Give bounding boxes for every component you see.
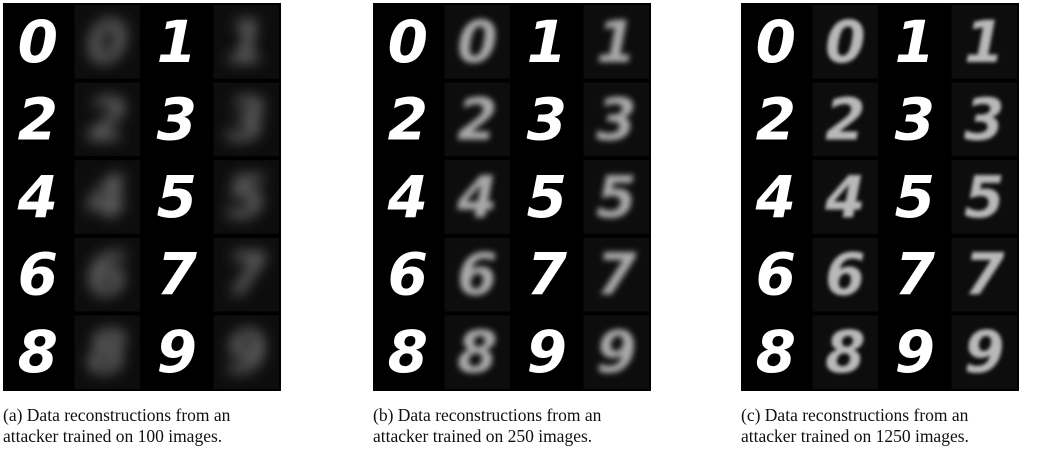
reconstructed-digit: 8 bbox=[457, 318, 497, 386]
original-digit: 9 bbox=[527, 318, 567, 386]
original-digit: 3 bbox=[527, 85, 567, 153]
original-digit: 2 bbox=[756, 85, 796, 153]
original-digit: 0 bbox=[388, 8, 428, 76]
original-digit: 7 bbox=[157, 241, 198, 309]
reconstructed-digit: 7 bbox=[596, 241, 637, 309]
reconstructed-digit: 8 bbox=[87, 318, 127, 386]
original-digit: 9 bbox=[895, 318, 935, 386]
original-digit: 4 bbox=[755, 163, 796, 231]
original-digit: 4 bbox=[387, 163, 428, 231]
page: 00112233445566778899(a) Data reconstruct… bbox=[0, 0, 1053, 463]
original-digit: 7 bbox=[895, 241, 936, 309]
original-digit: 8 bbox=[756, 318, 796, 386]
original-digit: 8 bbox=[388, 318, 428, 386]
reconstructed-digit: 5 bbox=[596, 163, 636, 231]
original-digit: 1 bbox=[157, 8, 197, 76]
original-digit: 5 bbox=[157, 163, 197, 231]
reconstructed-digit: 1 bbox=[226, 8, 266, 76]
reconstructed-digit: 9 bbox=[964, 318, 1004, 386]
reconstructed-digit: 5 bbox=[226, 163, 266, 231]
caption-line: attacker trained on 1250 images. bbox=[741, 426, 1019, 447]
caption-line: (a) Data reconstructions from an bbox=[3, 405, 281, 426]
reconstructed-digit: 6 bbox=[87, 241, 127, 309]
reconstructed-digit: 2 bbox=[457, 85, 497, 153]
original-digit: 2 bbox=[388, 85, 428, 153]
original-digit: 0 bbox=[18, 8, 58, 76]
reconstructed-digit: 1 bbox=[596, 8, 636, 76]
reconstructed-digit: 2 bbox=[825, 85, 865, 153]
original-digit: 1 bbox=[527, 8, 567, 76]
original-digit: 3 bbox=[157, 85, 197, 153]
reconstructed-digit: 3 bbox=[226, 85, 266, 153]
caption-line: (b) Data reconstructions from an bbox=[373, 405, 651, 426]
reconstructed-digit: 0 bbox=[825, 8, 865, 76]
original-digit: 5 bbox=[527, 163, 567, 231]
original-digit: 5 bbox=[895, 163, 935, 231]
original-digit: 4 bbox=[17, 163, 58, 231]
reconstructed-digit: 0 bbox=[457, 8, 497, 76]
original-digit: 8 bbox=[18, 318, 58, 386]
original-digit: 6 bbox=[18, 241, 58, 309]
reconstructed-digit: 0 bbox=[87, 8, 127, 76]
reconstructed-digit: 3 bbox=[964, 85, 1004, 153]
caption-line: (c) Data reconstructions from an bbox=[741, 405, 1019, 426]
original-digit: 9 bbox=[157, 318, 197, 386]
reconstructed-digit: 4 bbox=[86, 163, 127, 231]
caption-line: attacker trained on 100 images. bbox=[3, 426, 281, 447]
original-digit: 2 bbox=[18, 85, 58, 153]
original-digit: 3 bbox=[895, 85, 935, 153]
original-digit: 1 bbox=[895, 8, 935, 76]
original-digit: 6 bbox=[388, 241, 428, 309]
reconstructed-digit: 7 bbox=[964, 241, 1005, 309]
reconstructed-digit: 6 bbox=[825, 241, 865, 309]
reconstructed-digit: 9 bbox=[226, 318, 266, 386]
reconstructed-digit: 3 bbox=[596, 85, 636, 153]
caption: (b) Data reconstructions from anattacker… bbox=[373, 405, 651, 447]
reconstructed-digit: 6 bbox=[457, 241, 497, 309]
reconstructed-digit: 4 bbox=[824, 163, 865, 231]
original-digit: 7 bbox=[527, 241, 568, 309]
reconstructed-digit: 7 bbox=[226, 241, 267, 309]
reconstructed-digit: 1 bbox=[964, 8, 1004, 76]
caption-line: attacker trained on 250 images. bbox=[373, 426, 651, 447]
reconstructed-digit: 8 bbox=[825, 318, 865, 386]
original-digit: 0 bbox=[756, 8, 796, 76]
reconstructed-digit: 2 bbox=[87, 85, 127, 153]
reconstructed-digit: 9 bbox=[596, 318, 636, 386]
original-digit: 6 bbox=[756, 241, 796, 309]
reconstructed-digit: 4 bbox=[456, 163, 497, 231]
reconstructed-digit: 5 bbox=[964, 163, 1004, 231]
